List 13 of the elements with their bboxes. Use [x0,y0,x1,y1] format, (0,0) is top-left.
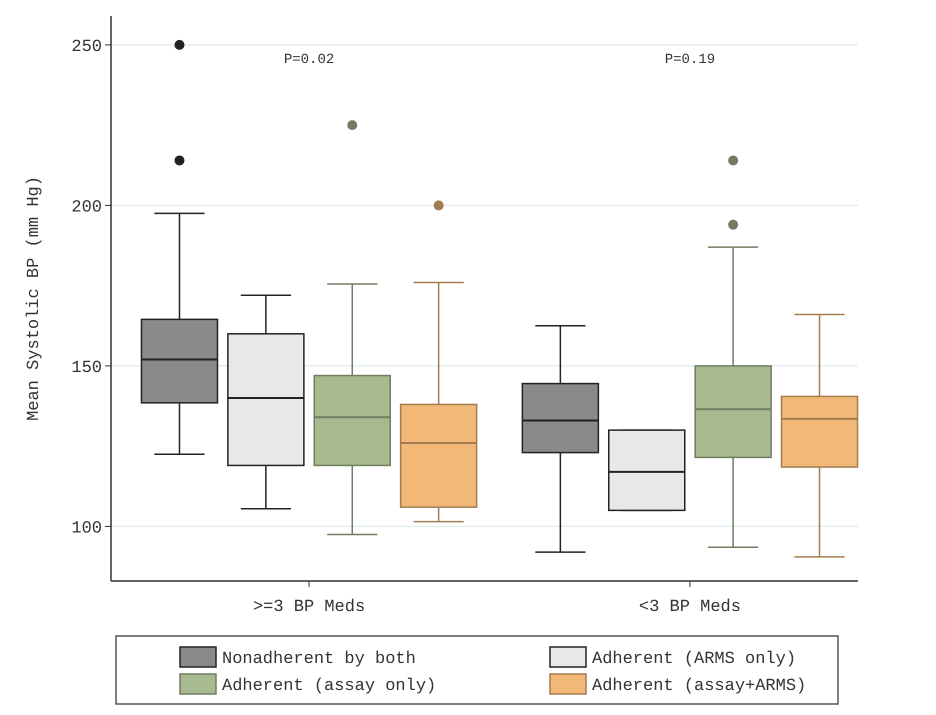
legend-label: Adherent (assay only) [222,677,436,696]
x-tick-label: >=3 BP Meds [252,598,366,617]
y-tick-label: 100 [71,519,102,538]
annotation: P=0.02 [284,52,334,68]
y-tick-label: 200 [71,198,102,218]
y-axis-title: Mean Systolic BP (mm Hg) [25,176,44,421]
y-tick-label: 150 [71,358,102,378]
annotation: P=0.19 [664,52,716,68]
x-tick-label: <3 BP Meds [638,598,741,617]
legend-label: Adherent (assay+ARMS) [592,677,806,696]
legend-label: Adherent (ARMS only) [592,650,796,669]
legend-label: Nonadherent by both [222,650,416,669]
y-tick-label: 250 [71,38,102,57]
